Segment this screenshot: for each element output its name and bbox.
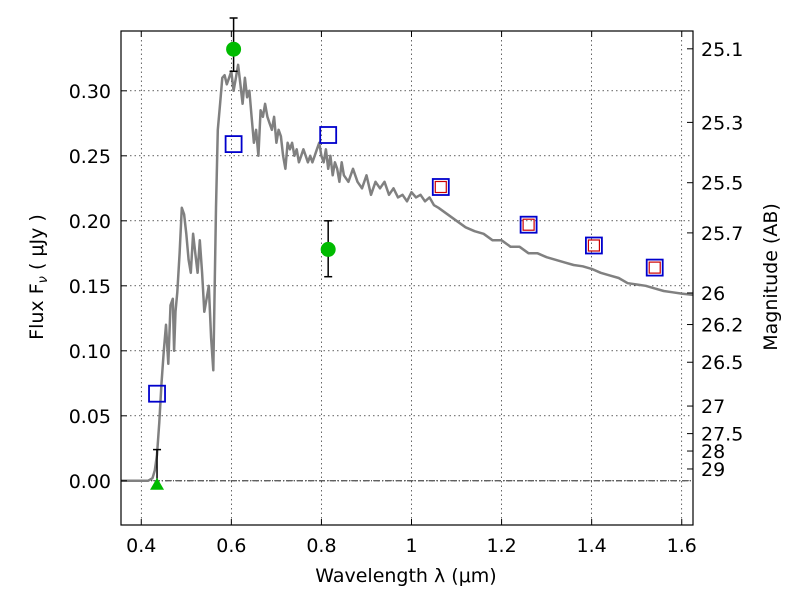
y-tick-label: 0.20 [69,211,111,233]
y2-axis-label: Magnitude (AB) [760,203,782,351]
y-tick-label: 0.30 [69,81,111,103]
y-axis-label-main: Flux F [26,283,48,339]
axis-ticks [121,31,693,525]
x-tick-label: 0.4 [126,535,156,557]
model-photometry-box [645,258,664,277]
magnitude-tick-label: 25.5 [701,173,743,195]
model-photometry-box [519,215,538,234]
detection-point [226,41,242,57]
magnitude-tick-label: 25.7 [701,223,743,245]
model-spectrum-line [121,63,694,483]
upper-limit-triangle [150,477,165,490]
model-spectrum-polyline [121,63,694,483]
grid-lines [121,31,693,525]
predicted-photometry-box [648,261,661,274]
magnitude-tick-label: 27.5 [701,424,743,446]
x-tick-label: 1.6 [667,535,697,557]
predicted-photometry-box [587,239,601,252]
y-tick-label: 0.05 [69,406,111,428]
x-tick-label: 0.6 [216,535,246,557]
y-tick-label: 0.00 [69,471,111,493]
magnitude-tick-label: 26.2 [701,315,743,337]
magnitude-tick-label: 29 [701,459,725,481]
model-photometry-box [224,135,243,154]
model-photometry-box [585,236,603,255]
y-axis-label-subscript: ν [36,276,51,283]
predicted-photometry-box [522,218,535,231]
model-photometry-box [431,178,450,196]
magnitude-tick-label: 25.3 [701,112,743,134]
y-axis-label: Flux Fν ( μJy ) [26,214,51,340]
x-tick-label: 1.2 [486,535,516,557]
plot-frame [120,30,694,526]
x-tick-label: 1.4 [577,535,607,557]
model-photometry-box [319,126,338,144]
magnitude-tick-label: 26 [701,283,725,305]
y-axis-label-unit: ( μJy ) [26,214,48,276]
y-tick-labels: 0.00 0.05 0.10 0.15 0.20 0.25 0.30 [69,81,111,493]
model-photometry-box [148,384,166,403]
magnitude-tick-label: 26.5 [701,352,743,374]
y-tick-label: 0.15 [69,276,111,298]
predicted-photometry-box [434,180,447,194]
detection-point [320,241,336,257]
magnitude-tick-label: 28 [701,441,725,463]
magnitude-tick-label: 27 [701,396,725,418]
x-axis-label: Wavelength λ (μm) [315,565,496,587]
x-tick-label: 1 [405,535,417,557]
x-tick-labels: 0.4 0.6 0.8 1 1.2 1.4 1.6 [126,535,697,557]
x-tick-label: 0.8 [306,535,336,557]
data-points [148,17,664,490]
y-tick-label: 0.10 [69,341,111,363]
y-tick-label: 0.25 [69,146,111,168]
magnitude-tick-label: 25.1 [701,39,743,61]
